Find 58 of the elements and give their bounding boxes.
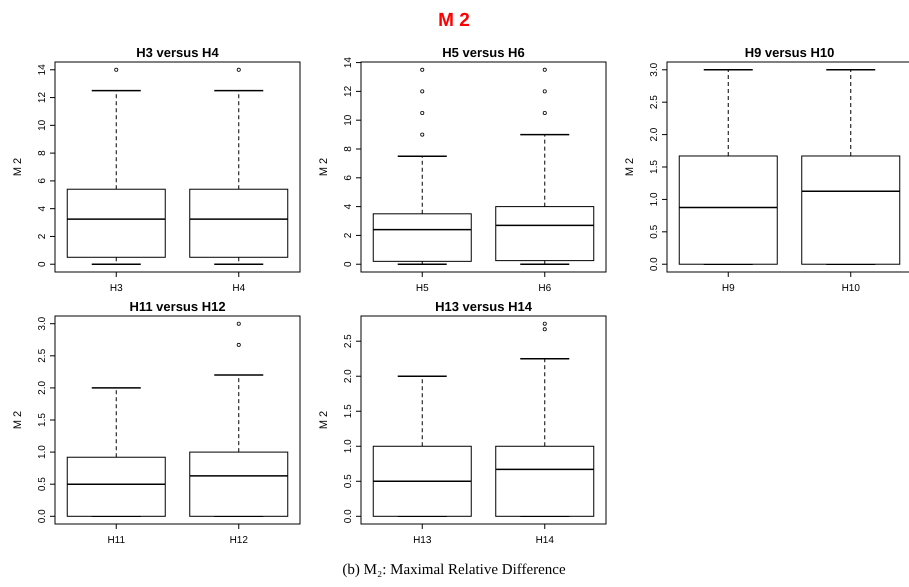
y-tick-label: 0.5 xyxy=(649,224,660,239)
y-tick-label: 0.5 xyxy=(37,476,48,492)
y-tick-label: 2.0 xyxy=(649,127,660,142)
y-tick-label: 1.5 xyxy=(649,160,660,174)
x-tick-label: H13 xyxy=(413,535,432,546)
y-tick-label: 12 xyxy=(37,92,48,104)
x-tick-label: H3 xyxy=(110,283,124,294)
chart-title: H11 versus H12 xyxy=(129,299,226,314)
y-tick-label: 2 xyxy=(37,233,48,240)
y-tick-label: 14 xyxy=(343,56,354,68)
x-tick-label: H12 xyxy=(230,535,248,546)
y-tick-label: 1.5 xyxy=(343,404,354,418)
y-tick-label: 1.0 xyxy=(343,438,354,454)
y-tick-label: 0 xyxy=(343,261,354,268)
y-tick-label: 2.0 xyxy=(37,380,48,395)
y-tick-label: 10 xyxy=(343,114,354,126)
y-tick-label: 6 xyxy=(37,178,48,184)
y-tick-label: 0.0 xyxy=(649,256,660,272)
y-tick-label: 2.5 xyxy=(649,94,660,110)
x-tick-label: H14 xyxy=(536,535,554,546)
x-tick-label: H11 xyxy=(107,535,126,546)
y-tick-label: 4 xyxy=(37,205,48,212)
y-tick-label: 2.5 xyxy=(343,334,354,348)
y-tick-label: 2 xyxy=(343,232,354,238)
y-tick-label: 1.0 xyxy=(37,444,48,460)
y-tick-label: 2.5 xyxy=(37,348,48,363)
y-tick-label: 6 xyxy=(343,174,354,181)
chart-title: H3 versus H4 xyxy=(136,45,220,60)
y-tick-label: 8 xyxy=(37,150,48,156)
x-tick-label: H10 xyxy=(842,283,860,294)
y-axis-title: M 2 xyxy=(624,158,636,176)
y-tick-label: 0.0 xyxy=(343,508,354,524)
y-tick-label: 8 xyxy=(343,146,354,152)
x-tick-label: H6 xyxy=(538,283,552,294)
y-axis-title: M 2 xyxy=(318,158,330,176)
chart-title: H9 versus H10 xyxy=(744,45,834,60)
y-axis-title: M 2 xyxy=(318,410,330,430)
y-tick-label: 12 xyxy=(343,85,354,97)
chart-title: H13 versus H14 xyxy=(435,299,533,314)
y-tick-label: 1.0 xyxy=(649,192,660,206)
y-tick-label: 14 xyxy=(37,64,48,76)
y-tick-label: 10 xyxy=(37,119,48,131)
y-tick-label: 0.0 xyxy=(37,508,48,524)
y-axis-title: M 2 xyxy=(12,410,24,430)
y-axis-title: M 2 xyxy=(12,158,24,176)
chart-title: H5 versus H6 xyxy=(442,45,525,60)
text: (b) M₂: Maximal Relative Difference xyxy=(342,562,566,578)
text: M 2 xyxy=(438,10,470,31)
y-tick-label: 3.0 xyxy=(37,316,48,331)
x-tick-label: H9 xyxy=(722,283,736,294)
x-tick-label: H4 xyxy=(232,283,246,294)
x-tick-label: H5 xyxy=(416,283,430,294)
y-tick-label: 1.5 xyxy=(37,412,48,427)
y-tick-label: 0 xyxy=(37,261,48,268)
y-tick-label: 2.0 xyxy=(343,368,354,384)
y-tick-label: 4 xyxy=(343,203,354,210)
y-tick-label: 3.0 xyxy=(649,62,660,77)
y-tick-label: 0.5 xyxy=(343,474,354,488)
